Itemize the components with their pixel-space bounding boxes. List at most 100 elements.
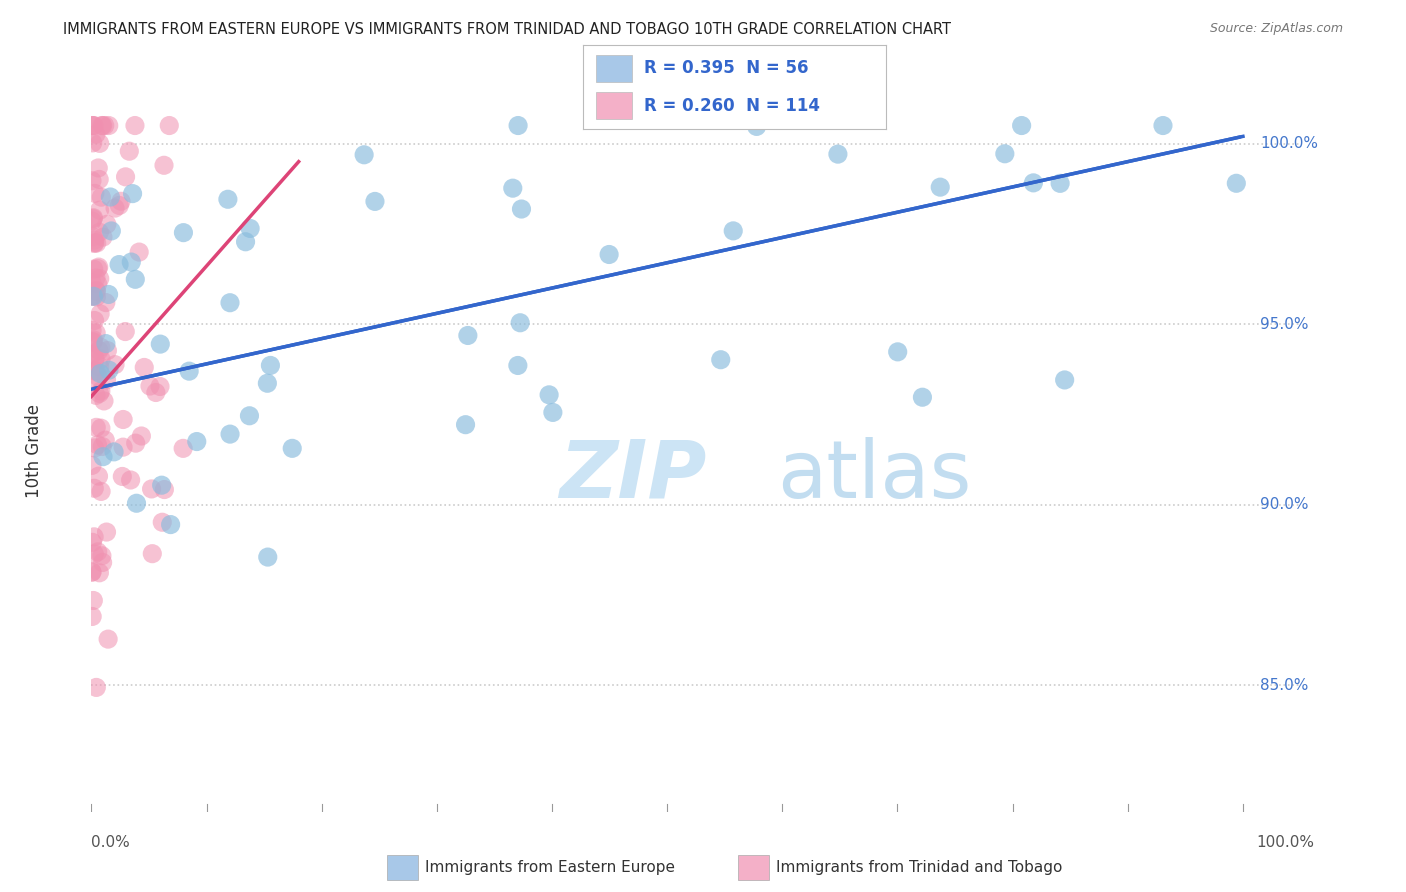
Point xyxy=(91,440,114,454)
Point xyxy=(538,388,561,402)
Point xyxy=(994,146,1017,161)
Point xyxy=(235,235,257,249)
Text: 100.0%: 100.0% xyxy=(1260,136,1319,151)
Point xyxy=(91,556,114,570)
Point xyxy=(82,334,104,349)
Point xyxy=(710,352,733,367)
Point xyxy=(454,417,477,432)
Point xyxy=(94,433,117,447)
Text: IMMIGRANTS FROM EASTERN EUROPE VS IMMIGRANTS FROM TRINIDAD AND TOBAGO 10TH GRADE: IMMIGRANTS FROM EASTERN EUROPE VS IMMIGR… xyxy=(63,22,952,37)
Point xyxy=(80,565,103,579)
Point xyxy=(82,211,104,226)
Point xyxy=(83,352,105,367)
Point xyxy=(159,517,181,532)
Point xyxy=(364,194,387,209)
Point xyxy=(89,225,111,239)
Point xyxy=(87,261,110,276)
Point xyxy=(112,412,135,426)
Point xyxy=(886,344,908,359)
Point xyxy=(172,226,194,240)
Point xyxy=(238,409,260,423)
Point xyxy=(239,221,262,235)
Point xyxy=(80,174,103,188)
Text: Source: ZipAtlas.com: Source: ZipAtlas.com xyxy=(1209,22,1343,36)
Point xyxy=(1049,177,1071,191)
Point xyxy=(84,364,107,378)
Point xyxy=(83,289,105,303)
Point xyxy=(153,158,176,172)
Point xyxy=(83,441,105,455)
Point xyxy=(86,235,108,250)
Point xyxy=(108,198,131,212)
Point xyxy=(97,287,120,301)
Point xyxy=(745,120,768,134)
Point xyxy=(145,385,167,400)
Point xyxy=(186,434,208,449)
Point xyxy=(120,473,142,487)
Point xyxy=(90,190,112,204)
Point xyxy=(82,136,104,150)
Point xyxy=(86,277,108,291)
Point xyxy=(125,496,148,510)
Point xyxy=(104,358,127,372)
Point xyxy=(114,325,136,339)
Point xyxy=(80,458,103,473)
Point xyxy=(256,376,278,391)
Point xyxy=(114,169,136,184)
Point xyxy=(84,681,107,695)
Text: Immigrants from Eastern Europe: Immigrants from Eastern Europe xyxy=(425,860,675,874)
Point xyxy=(84,388,107,402)
Point xyxy=(150,515,173,529)
Point xyxy=(82,119,104,133)
Point xyxy=(89,203,111,218)
Point xyxy=(219,295,242,310)
Point xyxy=(87,469,110,483)
Point xyxy=(90,549,112,563)
Point xyxy=(83,186,105,201)
Point xyxy=(179,364,201,378)
Point xyxy=(1011,119,1033,133)
Point xyxy=(90,421,112,435)
Point xyxy=(82,347,104,361)
Point xyxy=(82,333,104,347)
Text: 95.0%: 95.0% xyxy=(1260,317,1309,332)
Point xyxy=(82,119,104,133)
Point xyxy=(96,524,118,539)
Point xyxy=(87,343,110,358)
Point xyxy=(89,172,111,186)
Point xyxy=(121,186,143,201)
Point xyxy=(103,445,125,459)
Point xyxy=(82,609,104,624)
Point xyxy=(84,326,107,340)
Point xyxy=(128,245,150,260)
Point xyxy=(827,147,849,161)
Point xyxy=(97,632,120,647)
Point xyxy=(96,217,118,231)
Point xyxy=(149,379,172,393)
Text: R = 0.260  N = 114: R = 0.260 N = 114 xyxy=(644,96,820,114)
Point xyxy=(90,119,112,133)
Point xyxy=(83,236,105,251)
Point xyxy=(90,340,112,354)
Point xyxy=(83,262,105,277)
Point xyxy=(541,405,564,419)
Point xyxy=(125,436,148,450)
Point xyxy=(139,379,162,393)
Point xyxy=(94,119,117,133)
Point xyxy=(82,289,104,303)
Point xyxy=(87,260,110,274)
Point xyxy=(80,276,103,290)
Point xyxy=(84,284,107,298)
Point xyxy=(91,119,114,133)
Point xyxy=(124,272,146,286)
Point xyxy=(83,481,105,495)
Point xyxy=(89,136,111,151)
Point xyxy=(80,566,103,580)
Point xyxy=(96,373,118,387)
Point xyxy=(89,386,111,401)
Point xyxy=(86,369,108,384)
Point xyxy=(506,359,529,373)
Point xyxy=(89,307,111,321)
Point xyxy=(83,364,105,378)
Point xyxy=(97,119,120,133)
